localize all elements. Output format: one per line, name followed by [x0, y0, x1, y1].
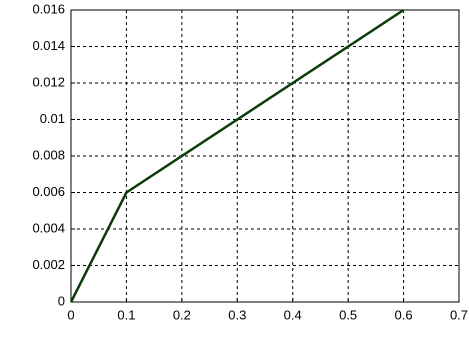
plot-frame — [70, 9, 460, 303]
x-tick-label: 0.6 — [395, 307, 413, 322]
x-tick-label: 0 — [67, 307, 74, 322]
x-tick-label: 0.4 — [284, 307, 302, 322]
data-line — [69, 8, 405, 303]
x-tick-label: 0.3 — [228, 307, 246, 322]
x-tick-label: 0.2 — [173, 307, 191, 322]
x-tick-label: 0.1 — [117, 307, 135, 322]
y-tick-label: 0.002 — [32, 257, 65, 272]
y-tick-label: 0.008 — [32, 147, 65, 162]
x-tick-label: 0.5 — [339, 307, 357, 322]
y-tick-label: 0 — [58, 293, 65, 308]
y-tick-label: 0.014 — [32, 38, 65, 53]
y-tick-label: 0.006 — [32, 184, 65, 199]
y-tick-label: 0.012 — [32, 74, 65, 89]
y-tick-label: 0.016 — [32, 1, 65, 16]
y-tick-label: 0.004 — [32, 220, 65, 235]
x-tick-label: 0.7 — [450, 307, 468, 322]
y-tick-label: 0.01 — [40, 111, 65, 126]
